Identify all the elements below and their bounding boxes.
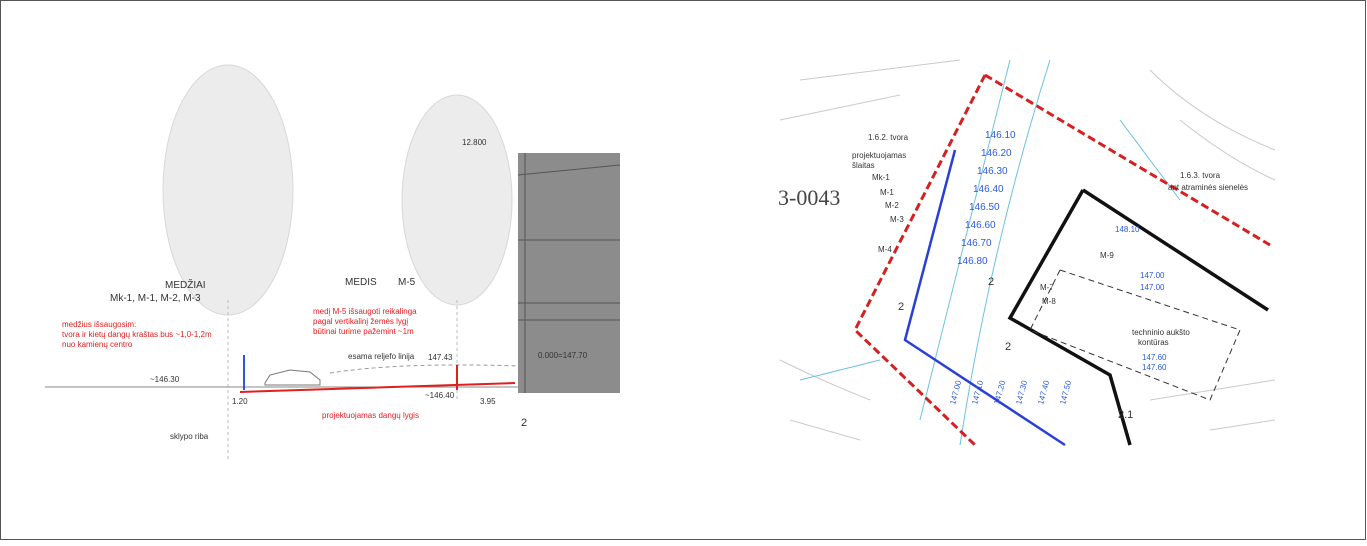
tree-id: Mk-1: [872, 173, 890, 182]
label: 1.6.3. tvora: [1180, 171, 1221, 180]
tech-floor: [1029, 269, 1241, 401]
dimension: 3.95: [480, 397, 496, 406]
tree-id: M-3: [890, 215, 904, 224]
level: ~146.40: [425, 391, 455, 400]
level: ~146.30: [150, 375, 180, 384]
section-mark: 2.1: [1118, 409, 1133, 421]
label: techninio aukšto: [1132, 328, 1190, 337]
paving-line: [239, 382, 516, 393]
contours: [799, 59, 1181, 446]
tree-id: M-7: [1040, 283, 1054, 292]
elevation: 146.70: [961, 238, 992, 249]
section-mark: 2: [898, 301, 904, 313]
elevation: 146.10: [985, 130, 1016, 141]
label: projektuojamas dangų lygis: [322, 411, 419, 420]
level: 0.000=147.70: [538, 351, 588, 360]
note: medį M-5 išsaugoti reikalinga: [313, 307, 417, 316]
survey-lines: [779, 59, 1276, 441]
blue-line: [903, 149, 1066, 447]
label: MEDŽIAI: [165, 278, 206, 291]
level: 147.00: [1140, 271, 1165, 280]
section-mark: 2: [988, 276, 994, 288]
note: nuo kamienų centro: [62, 340, 133, 349]
label: sklypo riba: [170, 432, 209, 441]
plot-boundary: [853, 73, 1271, 447]
building: [518, 153, 620, 393]
elevation: 146.60: [965, 220, 996, 231]
label: M-9: [1100, 251, 1114, 260]
note: pagal vertikalinį žemės lygį: [313, 317, 408, 326]
note: būtinai turime pažemint ~1m: [313, 327, 414, 336]
building-lines: [517, 153, 621, 393]
tree-id: M-4: [878, 245, 892, 254]
tree-crown: [162, 64, 294, 316]
terrain-line: [329, 364, 519, 374]
label: Mk-1, M-1, M-2, M-3: [110, 293, 201, 304]
elevation: 146.40: [973, 184, 1004, 195]
label: šlaitas: [852, 161, 875, 170]
level: 12.800: [462, 138, 487, 147]
label: esama reljefo linija: [348, 352, 415, 361]
level: 147.60: [1142, 363, 1167, 372]
building-outline: [1007, 188, 1269, 446]
tree-id: M-1: [880, 188, 894, 197]
elevation: 146.20: [981, 148, 1012, 159]
plan-drawing: 3-0043 1.6.2. tvora projektuojamas šlait…: [778, 59, 1276, 447]
section-mark: 2: [1005, 341, 1011, 353]
dimension: 1.20: [232, 397, 248, 406]
elevation: 146.50: [969, 202, 1000, 213]
note: tvora ir kietų dangų kraštas bus ~1,0-1,…: [62, 330, 212, 339]
label: kontūras: [1138, 338, 1169, 347]
label: projektuojamas: [852, 151, 906, 160]
plot-number: 3-0043: [778, 185, 840, 210]
label: ant atraminės sienelės: [1168, 183, 1248, 192]
level: 147.60: [1142, 353, 1167, 362]
tree-crown: [401, 94, 513, 306]
elevation: 146.30: [977, 166, 1008, 177]
tree-id: M-8: [1042, 297, 1056, 306]
section-drawing: MEDŽIAI Mk-1, M-1, M-2, M-3 medžius išsa…: [45, 64, 621, 460]
label: 1.6.2. tvora: [868, 133, 909, 142]
note: medžius išsaugosim:: [62, 320, 136, 329]
level: 147.43: [428, 353, 453, 362]
label: MEDIS: [345, 277, 377, 288]
car: [264, 369, 321, 386]
tree-id: M-2: [885, 201, 899, 210]
label: M-5: [398, 277, 416, 288]
elevation: 146.80: [957, 256, 988, 267]
level: 147.00: [1140, 283, 1165, 292]
level: 148.10: [1115, 225, 1140, 234]
section-mark: 2: [521, 417, 527, 429]
